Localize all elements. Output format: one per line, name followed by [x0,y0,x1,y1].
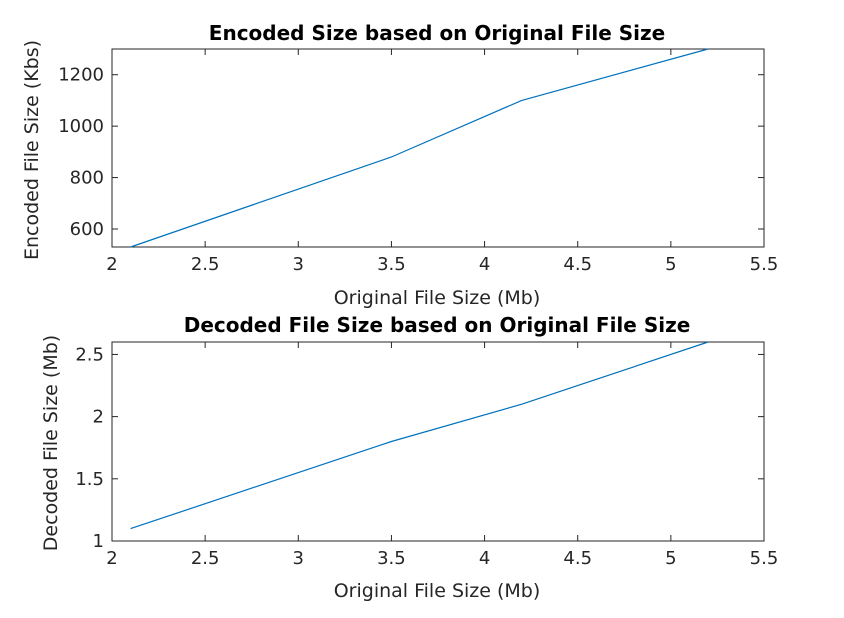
x-tick-label: 4.5 [563,254,592,275]
x-tick-label: 5 [665,548,676,569]
y-tick-label: 1 [93,531,104,552]
chart-title: Encoded Size based on Original File Size [209,21,665,45]
y-tick-label: 1200 [58,65,104,86]
chart-title: Decoded File Size based on Original File… [184,313,691,337]
x-tick-label: 4.5 [563,548,592,569]
x-tick-label: 3 [293,548,304,569]
x-tick-label: 3.5 [377,548,406,569]
x-tick-label: 3.5 [377,254,406,275]
y-tick-label: 1.5 [75,469,104,490]
x-tick-label: 4 [479,548,490,569]
x-tick-label: 2 [106,548,117,569]
x-tick-label: 5 [665,254,676,275]
y-axis-label: Encoded File Size (Kbs) [21,40,43,260]
x-axis-label: Original File Size (Mb) [334,580,541,602]
x-axis-label: Original File Size (Mb) [334,287,541,309]
x-tick-label: 4 [479,254,490,275]
x-tick-label: 2 [106,254,117,275]
x-tick-label: 2.5 [191,254,220,275]
y-tick-label: 2.5 [75,344,104,365]
y-tick-label: 1000 [58,116,104,137]
x-tick-label: 2.5 [191,548,220,569]
y-tick-label: 800 [70,168,104,189]
y-tick-label: 600 [70,219,104,240]
y-tick-label: 2 [93,407,104,428]
x-tick-label: 5.5 [750,548,779,569]
x-tick-label: 3 [293,254,304,275]
x-tick-label: 5.5 [750,254,779,275]
y-axis-label: Decoded File Size (Mb) [40,335,62,551]
